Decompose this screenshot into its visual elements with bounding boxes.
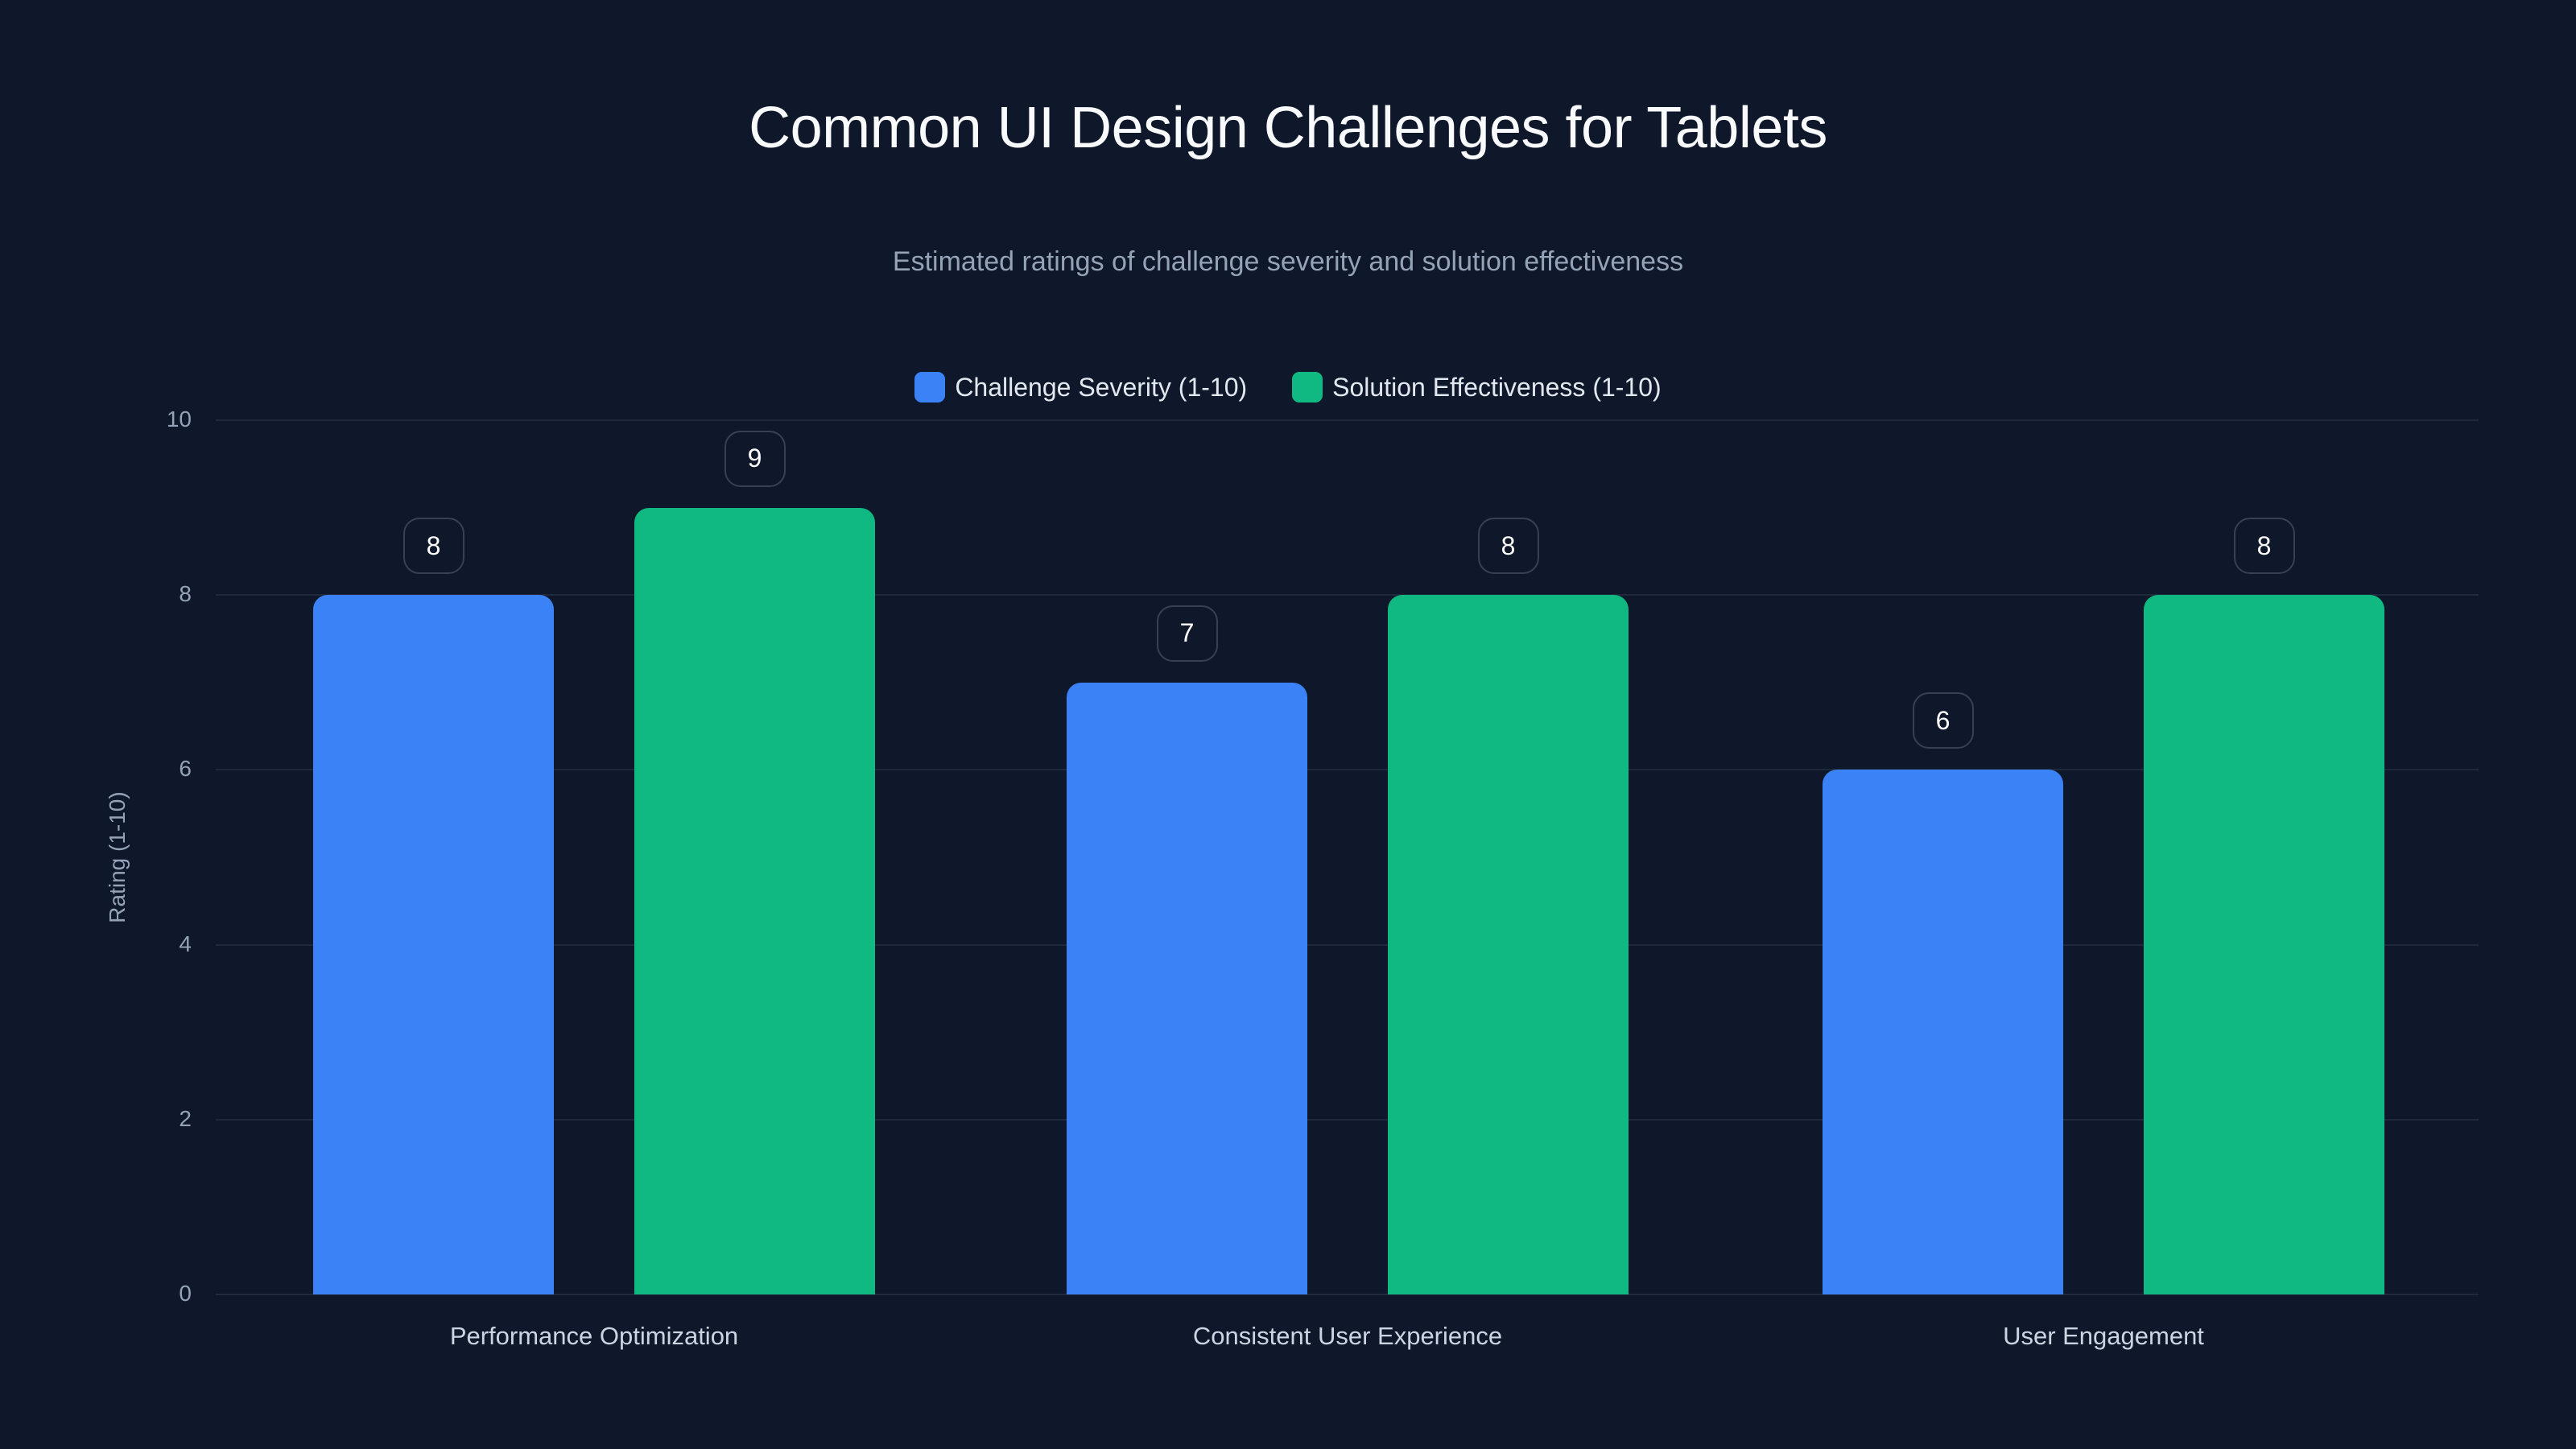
gridline <box>216 419 2479 421</box>
chart-subtitle: Estimated ratings of challenge severity … <box>892 246 1684 277</box>
legend: Challenge Severity (1-10) Solution Effec… <box>0 372 2576 402</box>
legend-item-effectiveness[interactable]: Solution Effectiveness (1-10) <box>1292 372 1662 402</box>
x-tick-label: User Engagement <box>2003 1322 2204 1350</box>
plot-area: 8 9 7 8 6 8 <box>216 419 2479 1295</box>
data-label: 6 <box>1912 692 1974 749</box>
gridline <box>216 594 2479 597</box>
data-label: 7 <box>1156 605 1218 662</box>
bar-effectiveness[interactable] <box>1388 595 1629 1294</box>
bar-severity[interactable] <box>1823 770 2063 1294</box>
bar-severity[interactable] <box>313 595 554 1294</box>
y-tick-label: 6 <box>179 756 192 782</box>
legend-label: Challenge Severity (1-10) <box>955 372 1248 402</box>
bar-effectiveness[interactable] <box>634 507 875 1294</box>
gridline <box>216 943 2479 946</box>
bar-severity[interactable] <box>1067 682 1307 1294</box>
y-tick-label: 2 <box>179 1105 192 1131</box>
chart-title: Common UI Design Challenges for Tablets <box>749 96 1827 160</box>
legend-item-severity[interactable]: Challenge Severity (1-10) <box>914 372 1247 402</box>
legend-swatch-severity-icon <box>914 372 946 402</box>
gridline <box>216 1294 2479 1295</box>
legend-swatch-effectiveness-icon <box>1292 372 1323 402</box>
y-axis-label: Rating (1-10) <box>105 791 130 923</box>
data-label: 8 <box>1477 518 1539 575</box>
y-tick-label: 8 <box>179 581 192 607</box>
data-label: 9 <box>724 430 786 487</box>
y-tick-label: 0 <box>179 1281 192 1306</box>
x-tick-label: Consistent User Experience <box>1192 1322 1503 1350</box>
x-tick-label: Performance Optimization <box>449 1322 739 1350</box>
y-tick-label: 10 <box>166 407 192 431</box>
gridline <box>216 769 2479 771</box>
data-label: 8 <box>2233 518 2295 575</box>
y-tick-label: 4 <box>179 931 192 956</box>
legend-label: Solution Effectiveness (1-10) <box>1332 372 1662 402</box>
gridline <box>216 1118 2479 1121</box>
bar-effectiveness[interactable] <box>2144 595 2384 1294</box>
data-label: 8 <box>402 518 464 575</box>
